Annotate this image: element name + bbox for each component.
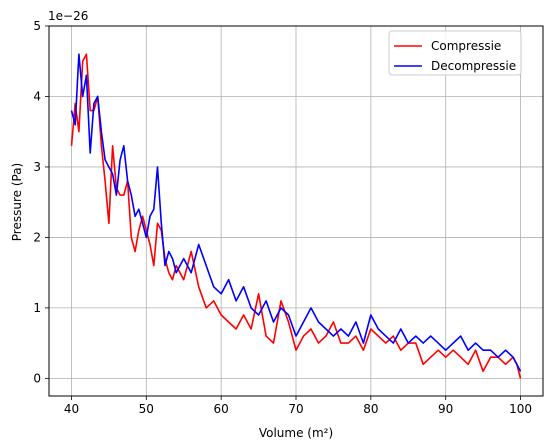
grid	[49, 25, 543, 396]
y-tick-label: 5	[33, 19, 41, 33]
y-tick-label: 1	[33, 301, 41, 315]
series-lines	[70, 53, 522, 379]
y-tick-label: 4	[33, 89, 41, 103]
x-tick-label: 50	[139, 402, 154, 416]
y-axis-ticks: 0 1 2 3 4 5	[33, 19, 49, 385]
y-tick-label: 2	[33, 230, 41, 244]
x-axis-label: Volume (m²)	[259, 426, 333, 440]
series-line-decompressie	[70, 53, 522, 372]
legend-label-compressie: Compressie	[431, 39, 501, 53]
legend-box	[388, 30, 522, 76]
y-tick-label: 3	[33, 160, 41, 174]
x-tick-label: 40	[64, 402, 79, 416]
y-tick-label: 0	[33, 371, 41, 385]
y-axis-label: Pressure (Pa)	[10, 163, 24, 241]
legend-label-decompressie: Decompressie	[431, 59, 516, 73]
legend: Compressie Decompressie	[388, 30, 522, 76]
x-tick-label: 70	[288, 402, 303, 416]
x-axis-ticks: 40 50 60 70 80 90 100	[64, 396, 532, 416]
x-tick-label: 80	[363, 402, 378, 416]
x-tick-label: 60	[214, 402, 229, 416]
x-tick-label: 90	[438, 402, 453, 416]
y-axis-offset-label: 1e−26	[48, 9, 88, 23]
x-tick-label: 100	[509, 402, 532, 416]
series-line-compressie	[70, 53, 522, 379]
